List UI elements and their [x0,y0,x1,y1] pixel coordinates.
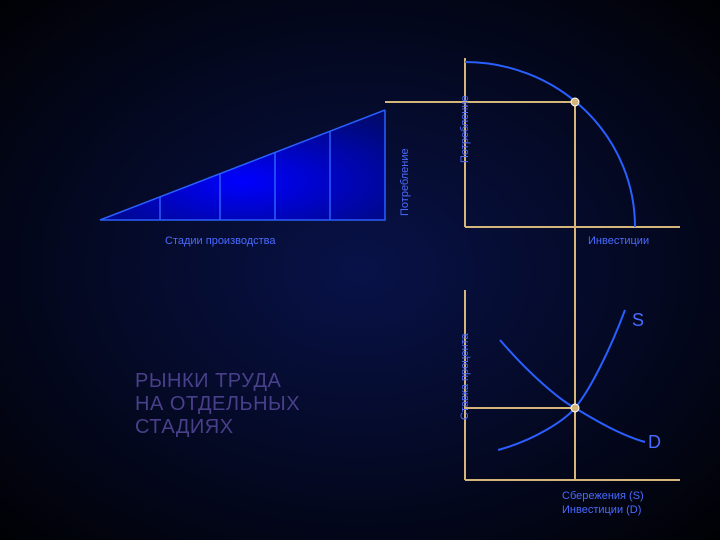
ppf-y-label: Потребление [459,95,471,163]
background [0,0,720,540]
triangle-y-label: Потребление [399,148,411,216]
demand-label: D [648,432,661,453]
loan-x-label-savings: Сбережения (S) [562,490,644,502]
diagram-canvas [0,0,720,540]
ppf-equilibrium-point [571,98,579,106]
loan-equilibrium-point [571,404,579,412]
title-text: РЫНКИ ТРУДА НА ОТДЕЛЬНЫХ СТАДИЯХ [135,370,300,439]
loan-x-label-investment: Инвестиции (D) [562,504,641,516]
supply-label: S [632,310,644,331]
ppf-x-label: Инвестиции [588,235,649,247]
loan-y-label: Ставка процента [459,333,471,420]
triangle-x-label: Стадии производства [165,235,276,247]
